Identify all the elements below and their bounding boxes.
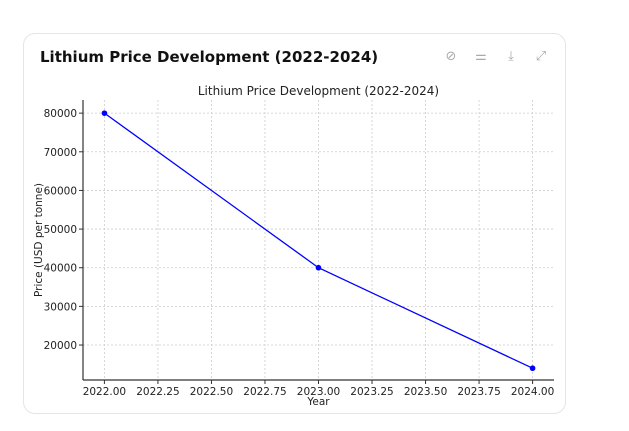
x-tick-label: 2022.00 <box>83 386 126 398</box>
card-title: Lithium Price Development (2022-2024) <box>40 48 379 66</box>
download-icon[interactable]: ⤓ <box>508 48 514 64</box>
data-point <box>101 110 108 116</box>
y-tick-label: 60000 <box>44 185 77 197</box>
x-tick-label: 2023.75 <box>457 386 500 398</box>
data-point <box>529 365 536 372</box>
x-tick-label: 2022.50 <box>190 386 233 398</box>
hide-icon[interactable]: ⊘ <box>445 48 457 64</box>
expand-icon[interactable]: ⤢ <box>535 48 547 64</box>
x-tick-label: 2024.00 <box>511 386 554 398</box>
x-tick-label: 2022.25 <box>136 386 179 398</box>
x-tick-label: 2023.25 <box>350 386 393 398</box>
y-axis-label: Price (USD per tonne) <box>33 183 45 297</box>
y-tick-label: 20000 <box>44 340 77 352</box>
y-tick-label: 80000 <box>44 108 77 120</box>
data-point <box>315 264 322 271</box>
chart-title: Lithium Price Development (2022-2024) <box>198 84 439 98</box>
x-tick-label: 2022.75 <box>243 386 286 398</box>
y-tick-label: 70000 <box>44 147 77 159</box>
y-tick-label: 50000 <box>44 224 77 236</box>
x-axis-label: Year <box>306 396 330 408</box>
y-tick-label: 30000 <box>44 301 77 313</box>
y-tick-label: 40000 <box>44 263 77 275</box>
chart-card: Lithium Price Development (2022-2024) ⊘ … <box>23 33 566 414</box>
settings-sliders-icon[interactable]: ⚌ <box>475 48 487 64</box>
x-tick-label: 2023.50 <box>404 386 447 398</box>
x-tick-label: 2023.00 <box>297 386 340 398</box>
